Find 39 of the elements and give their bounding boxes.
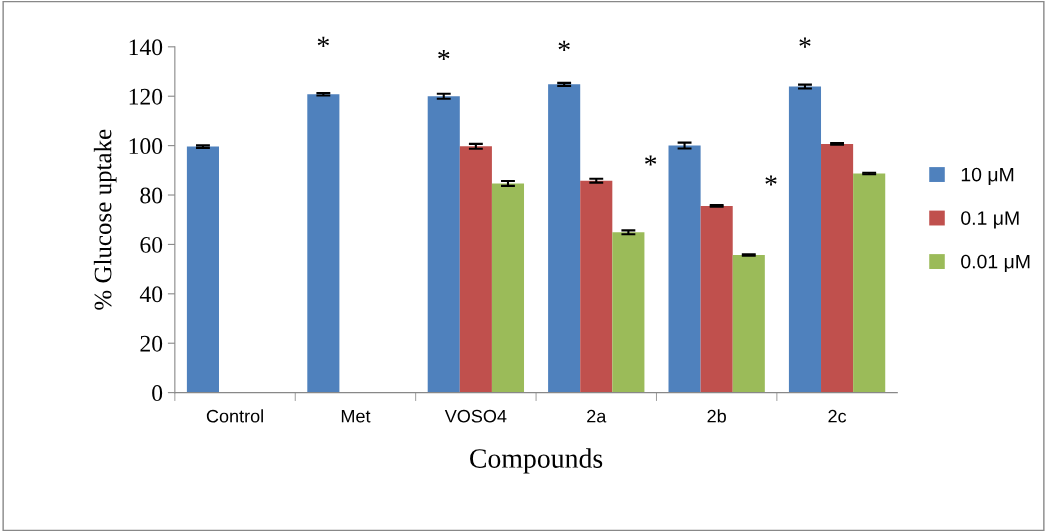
x-tick-label: Control	[206, 409, 263, 423]
annotation: *	[645, 155, 657, 166]
bar	[612, 232, 645, 393]
y-tick-label: 120	[129, 88, 163, 105]
annotation: *	[558, 40, 570, 51]
x-axis-title: Compounds	[470, 448, 603, 474]
bar	[580, 180, 613, 393]
bar	[548, 84, 581, 393]
bar	[427, 96, 460, 393]
y-axis-title: % Glucose uptake	[93, 129, 117, 310]
legend-label: 0.1 μM	[961, 211, 1019, 229]
x-tick-label: 2b	[707, 409, 726, 423]
bar	[186, 146, 219, 393]
y-tick-label: 140	[129, 39, 163, 56]
legend-label: 0.01 μM	[961, 254, 1030, 273]
y-tick-label: 60	[140, 236, 163, 253]
bar	[700, 205, 733, 393]
bar	[788, 86, 822, 393]
bar	[307, 94, 340, 393]
bar	[668, 145, 701, 393]
x-tick-label: VOSO4	[444, 409, 507, 423]
y-tick-label: 0	[152, 385, 163, 402]
y-tick-label: 100	[129, 138, 163, 155]
legend-label: 10 μM	[961, 167, 1014, 186]
bar	[853, 173, 886, 393]
annotation: *	[799, 37, 811, 48]
annotation: *	[765, 175, 777, 186]
bar	[821, 143, 854, 393]
bar	[732, 255, 765, 393]
x-tick-label: Met	[341, 409, 371, 423]
bar	[491, 183, 525, 393]
y-tick-label: 20	[140, 335, 163, 352]
annotation: *	[438, 49, 450, 61]
y-tick-label: 80	[140, 187, 163, 204]
annotation: *	[317, 36, 329, 47]
y-tick-label: 40	[139, 286, 163, 303]
x-tick-label: 2c	[828, 409, 847, 423]
bar	[459, 146, 492, 393]
x-tick-label: 2a	[587, 409, 607, 423]
